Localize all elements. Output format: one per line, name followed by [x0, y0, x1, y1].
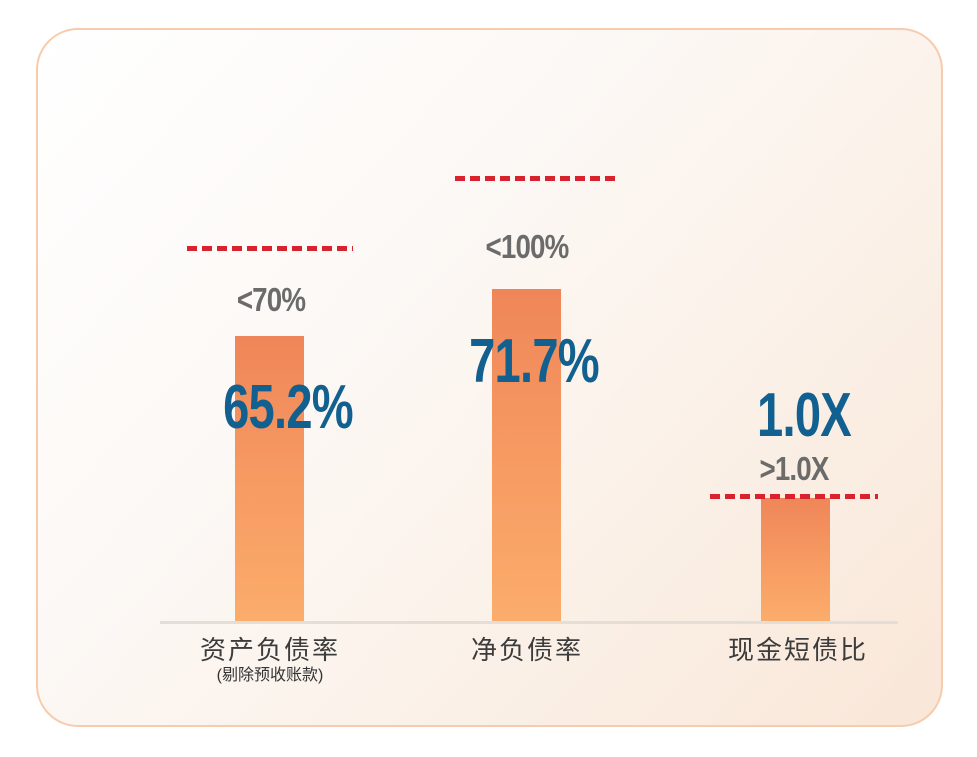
- threshold-line-cash-short-debt: [710, 494, 878, 499]
- bar-asset-liability-ratio: [235, 336, 304, 621]
- threshold-line-asset-liability: [187, 246, 353, 251]
- value-label-asset-liability: 65.2%: [223, 373, 354, 442]
- threshold-line-net-debt: [455, 176, 620, 181]
- metrics-card: <70% 65.2% 资产负债率 (剔除预收账款) <100% 71.7% 净负…: [36, 28, 943, 727]
- category-note-asset-liability: (剔除预收账款): [216, 667, 324, 684]
- value-label-net-debt: 71.7%: [469, 327, 600, 396]
- threshold-label-asset-liability: <70%: [236, 281, 306, 318]
- category-label-asset-liability: 资产负债率: [199, 635, 340, 665]
- bar-net-debt-ratio: [492, 289, 561, 621]
- category-label-net-debt: 净负债率: [470, 635, 583, 665]
- threshold-label-net-debt: <100%: [485, 228, 570, 265]
- value-label-cash-short-debt: 1.0X: [757, 381, 852, 450]
- category-label-cash-short-debt: 现金短债比: [727, 635, 868, 665]
- threshold-label-cash-short-debt: >1.0X: [759, 450, 829, 487]
- bar-cash-short-debt-ratio: [761, 498, 830, 621]
- x-axis-line: [160, 621, 898, 624]
